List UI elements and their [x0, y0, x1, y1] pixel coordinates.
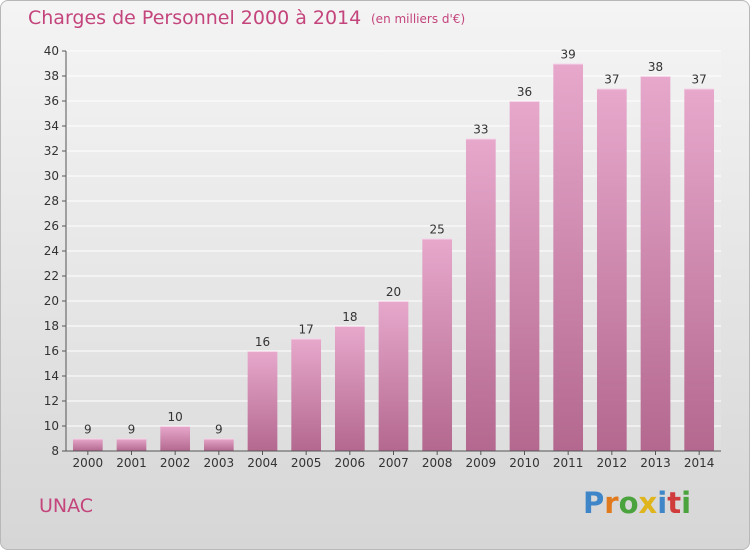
y-tick-label: 22 — [44, 269, 59, 283]
y-tick-label: 26 — [44, 219, 59, 233]
x-tick-label: 2010 — [509, 456, 540, 470]
bar — [640, 76, 671, 451]
y-tick-label: 30 — [44, 169, 59, 183]
x-tick-label: 2007 — [378, 456, 409, 470]
bar — [203, 438, 234, 451]
data-label: 20 — [386, 285, 401, 299]
bar — [596, 88, 627, 451]
y-tick-label: 8 — [51, 444, 59, 458]
data-label: 10 — [168, 410, 183, 424]
y-tick-label: 28 — [44, 194, 59, 208]
x-tick-label: 2013 — [640, 456, 671, 470]
bar — [72, 438, 103, 451]
bar — [553, 63, 584, 451]
x-tick-label: 2014 — [684, 456, 715, 470]
x-tick-label: 2012 — [597, 456, 628, 470]
y-tick-label: 40 — [44, 44, 59, 58]
bar — [116, 438, 147, 451]
data-label: 25 — [430, 223, 445, 237]
data-label: 33 — [473, 123, 488, 137]
bar — [378, 301, 409, 451]
unit-note: (en milliers d'€) — [371, 12, 466, 26]
data-label: 39 — [561, 48, 576, 62]
data-label: 18 — [342, 310, 357, 324]
data-label: 9 — [84, 423, 92, 437]
x-tick-label: 2002 — [160, 456, 191, 470]
logo-letter: r — [604, 486, 619, 520]
y-tick-label: 24 — [44, 244, 59, 258]
data-label: 37 — [692, 73, 707, 87]
x-tick-label: 2004 — [247, 456, 278, 470]
y-tick-label: 38 — [44, 69, 59, 83]
logo-letter: i — [681, 486, 692, 520]
data-label: 9 — [128, 423, 136, 437]
data-label: 36 — [517, 85, 532, 99]
bar — [509, 101, 540, 451]
x-tick-label: 2011 — [553, 456, 584, 470]
logo-letter: o — [618, 486, 639, 520]
y-tick-label: 18 — [44, 319, 59, 333]
logo-letter: x — [638, 486, 658, 520]
x-tick-label: 2005 — [291, 456, 322, 470]
bar — [684, 88, 715, 451]
logo-letter: P — [583, 486, 605, 520]
x-tick-label: 2000 — [73, 456, 104, 470]
place-name: UNAC — [39, 495, 94, 517]
bar — [291, 338, 322, 451]
data-label: 38 — [648, 60, 663, 74]
x-tick-label: 2003 — [204, 456, 235, 470]
data-label: 17 — [299, 323, 314, 337]
y-tick-label: 20 — [44, 294, 59, 308]
bar — [334, 326, 365, 451]
y-tick-label: 12 — [44, 394, 59, 408]
data-label: 37 — [604, 73, 619, 87]
y-tick-label: 10 — [44, 419, 59, 433]
bar — [465, 138, 496, 451]
data-label: 16 — [255, 335, 270, 349]
x-tick-label: 2001 — [116, 456, 147, 470]
y-tick-label: 16 — [44, 344, 59, 358]
logo-letter: i — [657, 486, 668, 520]
y-tick-label: 14 — [44, 369, 59, 383]
logo-letter: t — [667, 486, 682, 520]
proxiti-logo: Proxiti — [583, 486, 691, 520]
y-tick-label: 36 — [44, 94, 59, 108]
x-tick-label: 2008 — [422, 456, 453, 470]
x-tick-label: 2009 — [466, 456, 497, 470]
y-tick-label: 34 — [44, 119, 59, 133]
x-tick-label: 2006 — [335, 456, 366, 470]
data-label: 9 — [215, 423, 223, 437]
bar — [160, 426, 191, 451]
bar — [247, 351, 278, 451]
chart-title: Charges de Personnel 2000 à 2014 — [28, 7, 362, 29]
y-tick-label: 32 — [44, 144, 59, 158]
bar — [422, 238, 453, 451]
